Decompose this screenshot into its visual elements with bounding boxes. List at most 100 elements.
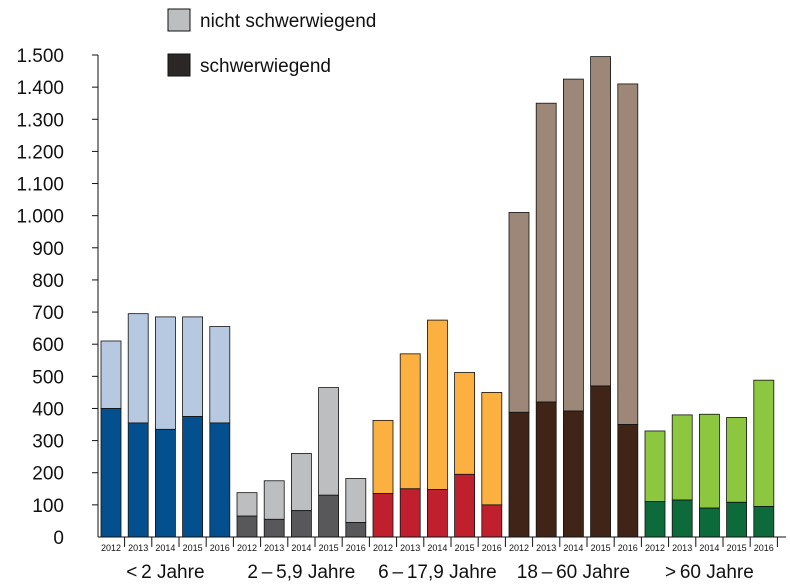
bars <box>100 56 775 538</box>
x-tick-label: 2015 <box>319 543 339 553</box>
bar-non-serious <box>345 478 367 523</box>
bar-non-serious <box>154 316 176 430</box>
bar-serious <box>127 422 149 538</box>
bar-serious <box>426 489 448 538</box>
bar-non-serious <box>399 353 421 490</box>
group-labels: < 2 Jahre 2 – 5,9 Jahre 6 – 17,9 Jahre 18 –… <box>126 562 754 583</box>
legend: nicht schwerwiegend schwerwiegend <box>167 8 376 77</box>
group-label: 18 – 60 Jahre <box>517 562 630 583</box>
x-tick-label: 2013 <box>264 543 284 553</box>
bar-serious <box>263 518 285 538</box>
bar-serious <box>535 401 557 538</box>
x-tick-label: 2015 <box>455 543 475 553</box>
legend-swatch-non-serious <box>167 8 191 32</box>
y-tick-label: 700 <box>32 303 64 324</box>
bar-non-serious <box>481 391 503 506</box>
bar-serious <box>671 499 693 538</box>
bar-non-serious <box>372 419 394 495</box>
bar-non-serious <box>563 78 584 412</box>
y-tick-label: 800 <box>32 271 64 292</box>
bar-serious <box>699 507 720 538</box>
x-tick-label: 2014 <box>155 543 175 553</box>
y-tick-label: 400 <box>32 399 64 420</box>
y-tick-label: 1.000 <box>16 207 64 228</box>
bar-non-serious <box>508 212 530 413</box>
bar-non-serious <box>318 387 340 496</box>
y-tick-label: 0 <box>53 528 64 549</box>
bar-serious <box>399 488 421 538</box>
group-label: > 60 Jahre <box>665 562 754 583</box>
x-tick-label: 2012 <box>645 543 665 553</box>
bar-non-serious <box>127 313 149 424</box>
y-tick-label: 600 <box>32 335 64 356</box>
bar-non-serious <box>617 83 639 425</box>
x-tick-label: 2016 <box>618 543 638 553</box>
x-tick-label: 2013 <box>672 543 692 553</box>
x-tick-label: 2016 <box>346 543 366 553</box>
x-tick-label: 2012 <box>373 543 393 553</box>
y-tick-label: 900 <box>32 239 64 260</box>
x-tick-label: 2015 <box>591 543 611 553</box>
bar-non-serious <box>671 414 693 501</box>
bar-serious <box>481 504 503 538</box>
bar-serious <box>563 410 584 538</box>
bar-serious <box>372 493 394 538</box>
bar-non-serious <box>454 372 476 475</box>
group-label: < 2 Jahre <box>126 562 204 583</box>
legend-label-serious: schwerwiegend <box>200 56 331 77</box>
x-tick-label: 2012 <box>237 543 257 553</box>
group-label: 6 – 17,9 Jahre <box>378 562 497 583</box>
y-tick-label: 500 <box>32 367 64 388</box>
x-tick-label: 2012 <box>101 543 121 553</box>
bar-non-serious <box>590 56 611 387</box>
x-tick-label: 2014 <box>427 543 447 553</box>
bar-serious <box>753 506 775 538</box>
bar-serious <box>345 522 367 538</box>
x-tick-label: 2016 <box>482 543 502 553</box>
bar-serious <box>209 422 231 538</box>
bar-non-serious <box>699 413 720 509</box>
x-tick-label: 2013 <box>400 543 420 553</box>
bar-serious <box>454 473 476 538</box>
bar-non-serious <box>426 319 448 490</box>
legend-swatch-serious <box>167 53 191 77</box>
x-tick-label: 2015 <box>727 543 747 553</box>
y-tick-label: 200 <box>32 464 64 485</box>
bar-non-serious <box>290 453 312 512</box>
bar-non-serious <box>100 340 122 409</box>
bar-serious <box>617 424 639 538</box>
y-tick-label: 300 <box>32 432 64 453</box>
x-tick-label: 2015 <box>183 543 203 553</box>
x-tick-label: 2013 <box>536 543 556 553</box>
bar-serious <box>182 416 204 538</box>
y-tick-label: 1.200 <box>16 142 64 163</box>
x-tick-label: 2014 <box>563 543 583 553</box>
y-tick-label: 1.400 <box>16 78 64 99</box>
x-tick-label: 2016 <box>210 543 230 553</box>
x-tick-label: 2013 <box>128 543 148 553</box>
bar-non-serious <box>644 430 666 503</box>
legend-label-non-serious: nicht schwerwiegend <box>200 11 376 32</box>
bar-serious <box>318 494 340 538</box>
bar-non-serious <box>535 102 557 403</box>
group-label: 2 – 5,9 Jahre <box>247 562 355 583</box>
y-axis: 0 100 200 300 400 500 600 700 800 900 1.000 1.100 1.… <box>16 46 99 549</box>
bar-serious <box>100 408 122 538</box>
bar-serious <box>726 501 747 538</box>
y-tick-label: 1.100 <box>16 175 64 196</box>
bar-non-serious <box>182 316 204 417</box>
bar-non-serious <box>263 480 285 520</box>
y-tick-label: 100 <box>32 496 64 517</box>
bar-serious <box>644 501 666 538</box>
bar-serious <box>236 515 258 538</box>
bar-serious <box>590 385 611 538</box>
x-axis: 2012 2013 2014 2015 2016 2012 2013 2014 2015 2016… <box>98 536 786 553</box>
bar-non-serious <box>753 379 775 507</box>
x-tick-label: 2014 <box>291 543 311 553</box>
bar-serious <box>508 411 530 538</box>
y-tick-label: 1.300 <box>16 110 64 131</box>
bar-serious <box>290 510 312 538</box>
bar-serious <box>154 428 176 538</box>
x-tick-label: 2014 <box>699 543 719 553</box>
